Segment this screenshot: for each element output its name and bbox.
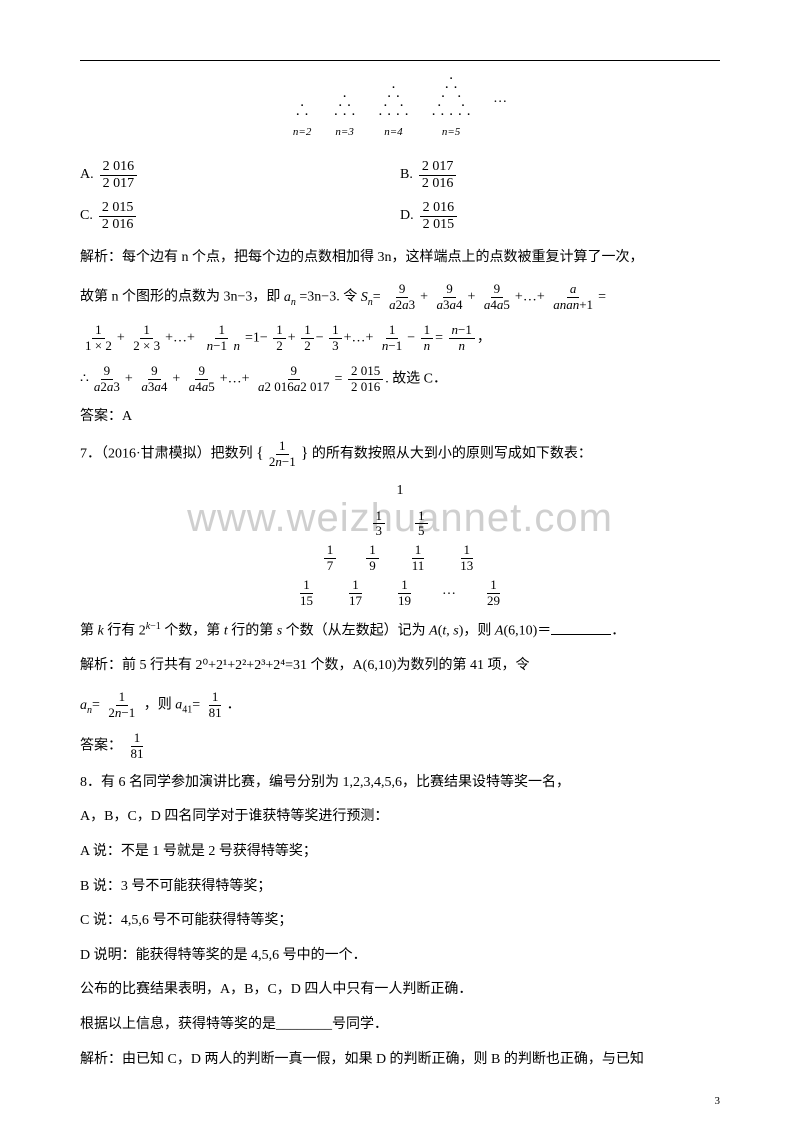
tri-dots-2: ·· · bbox=[295, 102, 309, 120]
triangle-n2: ·· · n=2 bbox=[293, 102, 311, 143]
opt-C-label: C. bbox=[80, 203, 93, 230]
q6-sol2-b: =3n−3. 令 bbox=[299, 290, 360, 305]
q8-B: B 说：3 号不可能获得特等奖； bbox=[80, 874, 720, 901]
q7-stem-a: 7．（2016·甘肃模拟）把数列 bbox=[80, 447, 253, 462]
q7-stem: 7．（2016·甘肃模拟）把数列 {12n−1} 的所有数按照从大到小的原则写成… bbox=[80, 439, 720, 470]
seq-row-1: 1 bbox=[80, 478, 720, 505]
tri-ellipsis: … bbox=[493, 86, 507, 133]
q7-number-table: 1 13 15 17 19 111 113 115 117 119 … 129 bbox=[80, 478, 720, 609]
opt-D-label: D. bbox=[400, 203, 414, 230]
q8-A: A 说：不是 1 号就是 2 号获得特等奖； bbox=[80, 839, 720, 866]
q8-pub: 公布的比赛结果表明，A，B，C，D 四人中只有一人判断正确． bbox=[80, 977, 720, 1004]
tri-dots-5: ·· ·· ·· ·· · · · · bbox=[431, 75, 471, 120]
q6-solution-intro: 解析：每个边有 n 个点，把每个边的点数相加得 3n，这样端点上的点数被重复计算… bbox=[80, 245, 720, 272]
opt-D-num: 2 016 bbox=[420, 200, 458, 217]
opt-B-den: 2 016 bbox=[419, 176, 457, 192]
q8-D: D 说明：能获得特等奖的是 4,5,6 号中的一个． bbox=[80, 943, 720, 970]
q7-blank bbox=[551, 621, 611, 635]
q8-stem2: A，B，C，D 四名同学对于谁获特等奖进行预测： bbox=[80, 804, 720, 831]
opt-A: A. 2 0162 017 bbox=[80, 159, 400, 192]
opt-B-num: 2 017 bbox=[419, 159, 457, 176]
q8-stem1: 8．有 6 名同学参加演讲比赛，编号分别为 1,2,3,4,5,6，比赛结果设特… bbox=[80, 770, 720, 797]
opt-D: D. 2 0162 015 bbox=[400, 200, 720, 233]
tri-label-4: n=4 bbox=[384, 122, 402, 143]
tri-dots-4: ·· ·· ·· · · · bbox=[378, 84, 409, 120]
tri-label-5: n=5 bbox=[442, 122, 460, 143]
q7-ans-label: 答案： bbox=[80, 739, 122, 754]
q7-sol1: 解析：前 5 行共有 2⁰+2¹+2²+2³+2⁴=31 个数，A(6,10)为… bbox=[80, 653, 720, 680]
q7-answer: 答案： 181 bbox=[80, 731, 720, 762]
q8-sol: 解析：由已知 C，D 两人的判断一真一假，如果 D 的判断正确，则 B 的判断也… bbox=[80, 1047, 720, 1074]
q6-solution-line4: ∴9a2a3+ 9a3a4+ 9a4a5+…+ 9a2 016a2 017= 2… bbox=[80, 364, 720, 395]
tri-label-2: n=2 bbox=[293, 122, 311, 143]
opt-C-den: 2 016 bbox=[99, 217, 137, 233]
opt-A-label: A. bbox=[80, 162, 94, 189]
q6-options: A. 2 0162 017 B. 2 0172 016 C. 2 0152 01… bbox=[80, 155, 720, 237]
q6-answer: 答案：A bbox=[80, 404, 720, 431]
opt-B: B. 2 0172 016 bbox=[400, 159, 720, 192]
seq-row-4: 115 117 119 … 129 bbox=[80, 578, 720, 609]
page-number: 3 bbox=[715, 1091, 721, 1112]
opt-A-num: 2 016 bbox=[100, 159, 138, 176]
tri-dots-3: ·· ·· · · bbox=[333, 93, 356, 120]
q7-line-after: 第 k 行有 2k−1 个数，第 t 行的第 s 个数（从左数起）记为 A(t,… bbox=[80, 617, 720, 645]
q7-sol2-a: ，则 bbox=[144, 698, 176, 713]
q6-solution-line2: 故第 n 个图形的点数为 3n−3，即 an =3n−3. 令 Sn= 9a2a… bbox=[80, 282, 720, 313]
opt-D-den: 2 015 bbox=[420, 217, 458, 233]
opt-A-den: 2 017 bbox=[100, 176, 138, 192]
triangle-figures: ·· · n=2 ·· ·· · · n=3 ·· ·· ·· · · · n=… bbox=[80, 75, 720, 143]
top-rule bbox=[80, 60, 720, 61]
q6-solution-line3: 11 × 2+ 12 × 3+…+ 1 n−1 n=1− 12+ 12− 13+… bbox=[80, 323, 720, 354]
q7-stem-b: 的所有数按照从大到小的原则写成如下数表： bbox=[312, 447, 592, 462]
q8-C: C 说：4,5,6 号不可能获得特等奖； bbox=[80, 908, 720, 935]
triangle-n3: ·· ·· · · n=3 bbox=[333, 93, 356, 143]
triangle-n4: ·· ·· ·· · · · n=4 bbox=[378, 84, 409, 143]
triangle-n5: ·· ·· ·· ·· · · · · n=5 bbox=[431, 75, 471, 143]
opt-C-num: 2 015 bbox=[99, 200, 137, 217]
seq-row-2: 13 15 bbox=[80, 509, 720, 540]
q7-sol2: an= 12n−1 ，则 a41= 181． bbox=[80, 690, 720, 721]
q8-ask: 根据以上信息，获得特等奖的是________号同学． bbox=[80, 1012, 720, 1039]
q6-sol2-a: 故第 n 个图形的点数为 3n−3，即 bbox=[80, 290, 284, 305]
tri-label-3: n=3 bbox=[335, 122, 353, 143]
opt-B-label: B. bbox=[400, 162, 413, 189]
seq-row-3: 17 19 111 113 bbox=[80, 543, 720, 574]
opt-C: C. 2 0152 016 bbox=[80, 200, 400, 233]
